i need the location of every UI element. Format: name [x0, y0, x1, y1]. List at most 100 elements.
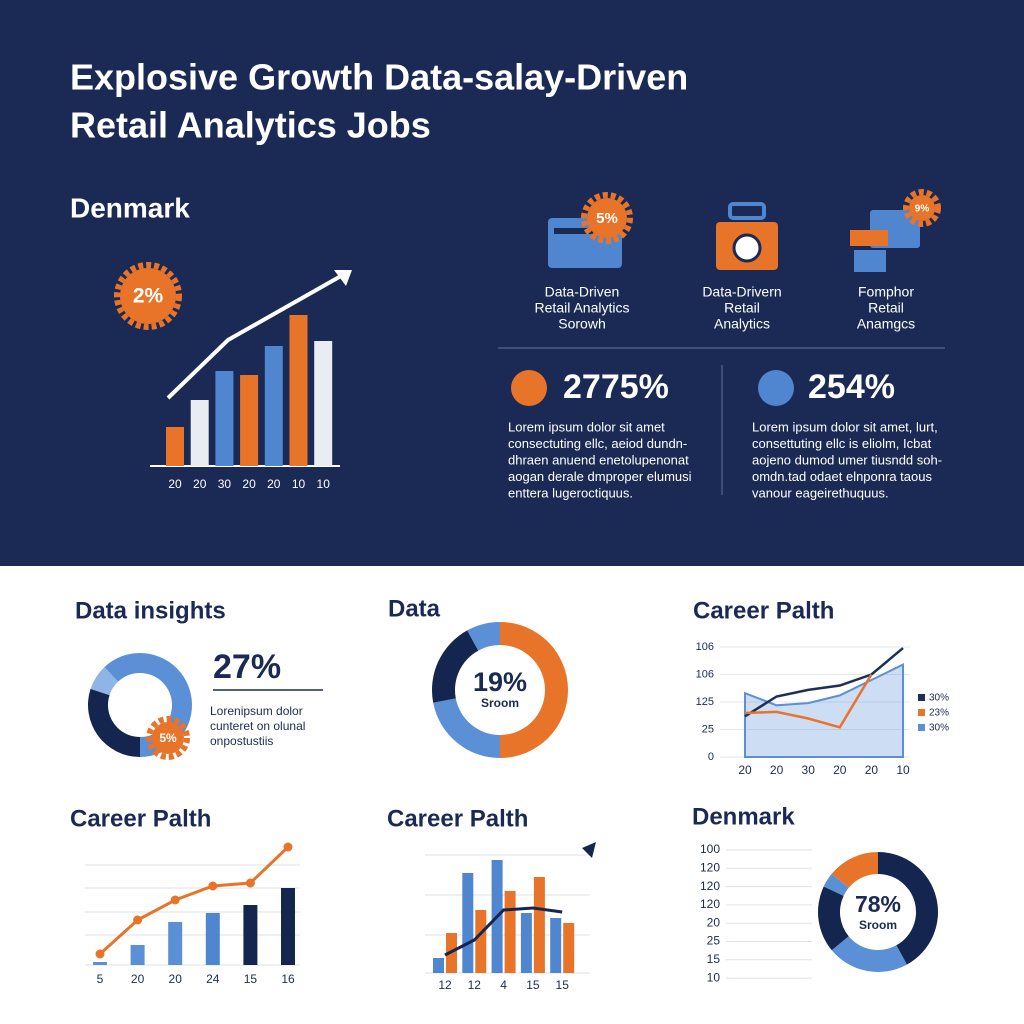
center-label: Sroom: [481, 696, 519, 710]
bar: [190, 400, 209, 466]
feature-label: Analytics: [714, 316, 770, 332]
badge-edge: [114, 262, 182, 330]
point: [245, 878, 255, 888]
donut-segment: [87, 688, 140, 757]
x-tick-label: 30: [218, 477, 232, 491]
x-tick-label: 15: [526, 978, 540, 992]
bar: [520, 913, 532, 973]
stat-value: 2775%: [563, 368, 669, 406]
badge-edge: [146, 716, 190, 760]
legend-label: 23%: [929, 708, 949, 719]
badge: [152, 722, 184, 754]
line: [444, 906, 563, 957]
y-tick-label: 125: [696, 696, 714, 708]
stat-icon: [758, 370, 794, 406]
x-tick-label: 20: [865, 763, 879, 777]
chart-title: Career Palth: [387, 805, 528, 832]
x-tick-label: 20: [770, 763, 784, 777]
x-tick-label: 24: [206, 972, 220, 986]
bar: [243, 905, 258, 965]
x-tick-label: 12: [468, 978, 482, 992]
y-tick-label: 0: [708, 751, 714, 763]
point: [133, 915, 143, 925]
badge: [909, 195, 935, 221]
title-line: Retail Analytics Jobs: [70, 105, 431, 146]
title-line: Explosive Growth Data-salay-Driven: [70, 57, 688, 98]
badge-label: 9%: [915, 204, 930, 215]
x-tick-label: 20: [168, 477, 182, 491]
center-label: Sroom: [859, 918, 897, 932]
bar: [433, 958, 444, 973]
x-tick-label: 20: [169, 972, 183, 986]
line: [744, 647, 904, 718]
chart-title: Career Palth: [70, 805, 211, 832]
bar: [166, 427, 184, 466]
donut-segment: [433, 698, 500, 758]
stat-text: aogan derale dmproper elumusi: [508, 469, 692, 484]
stat-value: 254%: [808, 368, 895, 406]
side-label: 100: [700, 842, 720, 856]
x-tick-label: 20: [242, 477, 256, 491]
donut-segment: [431, 630, 479, 703]
bar: [563, 923, 575, 973]
x-tick-label: 5: [97, 972, 104, 986]
chart-title: Denmark: [692, 803, 795, 830]
legend-swatch: [918, 724, 925, 731]
point: [283, 842, 293, 852]
stat-text: vanour eageirethuquus.: [752, 485, 889, 500]
center-value: 19%: [473, 667, 527, 697]
feature-label: Data-Driven: [545, 284, 620, 300]
bar: [93, 962, 107, 965]
side-label: 120: [700, 897, 720, 911]
donut-segment: [823, 873, 849, 896]
bar: [475, 910, 487, 973]
x-tick-label: 20: [833, 763, 847, 777]
body-text: Lorenipsum dolor: [210, 704, 303, 718]
donut-segment: [500, 622, 568, 758]
legend-label: 30%: [929, 693, 949, 704]
donut-segment: [831, 852, 878, 888]
badge-label: 5%: [159, 731, 177, 745]
x-tick-label: 12: [438, 978, 452, 992]
bar: [289, 315, 308, 466]
point: [170, 895, 180, 905]
donut-segment: [104, 653, 140, 682]
bar: [205, 913, 220, 965]
body-text: cunteret on olunal: [210, 719, 305, 733]
subtitle: Denmark: [70, 192, 190, 223]
stat-text: consettuting ellc is eliolm, Icbat: [752, 436, 932, 451]
arrow-head: [582, 842, 596, 858]
side-label: 20: [707, 915, 721, 929]
bar: [462, 873, 474, 973]
feature-label: Fomphor: [858, 284, 914, 300]
feature-label: Anamgcs: [857, 316, 915, 332]
bar: [130, 945, 145, 965]
point: [208, 881, 218, 891]
stat-icon: [511, 370, 547, 406]
legend-swatch: [918, 694, 925, 701]
bar: [240, 375, 259, 466]
stat-text: aojeno dumod umer tiusndd soh-: [752, 452, 942, 467]
bar: [215, 371, 234, 466]
stat-text: enttera lugeroctiquus.: [508, 485, 633, 500]
feature-label: Retail: [724, 300, 760, 316]
badge-edge: [581, 192, 633, 244]
badge: [587, 198, 627, 238]
chart-title: Data: [388, 595, 441, 622]
x-tick-label: 16: [281, 972, 295, 986]
arrow-head: [334, 270, 352, 286]
x-tick-label: 20: [267, 477, 281, 491]
stat-text: Lorem ipsum dolor sit amet: [508, 419, 665, 434]
side-label: 120: [700, 879, 720, 893]
body-text: onpostustiis: [210, 734, 273, 748]
bar: [168, 922, 183, 965]
bar: [533, 877, 545, 973]
x-tick-label: 20: [738, 763, 752, 777]
feature-label: Retail: [868, 300, 904, 316]
feature-label: Sorowh: [558, 316, 605, 332]
chart-title: Data insights: [75, 597, 226, 624]
stat-text: omdn.tad odaet elnponra taous: [752, 469, 932, 484]
side-label: 10: [707, 970, 721, 984]
side-label: 120: [700, 860, 720, 874]
legend-label: 30%: [929, 723, 949, 734]
